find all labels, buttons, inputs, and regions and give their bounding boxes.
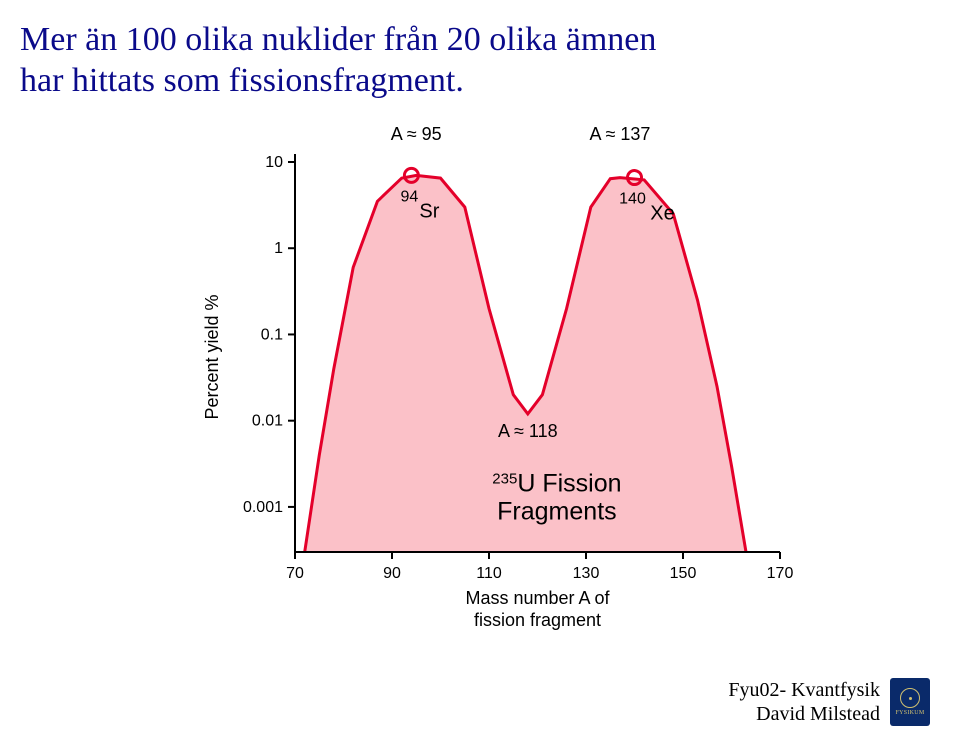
title-line1: Mer än 100 olika nuklider från 20 olika … [20,21,656,58]
svg-text:Percent yield %: Percent yield % [202,294,222,419]
footer-text: Fyu02- Kvantfysik David Milstead [728,678,880,726]
page-title: Mer än 100 olika nuklider från 20 olika … [20,20,940,102]
svg-text:150: 150 [670,565,697,582]
chart-svg: 0.0010.010.1110Percent yield %7090110130… [200,112,800,652]
svg-text:170: 170 [767,565,794,582]
svg-text:70: 70 [286,565,304,582]
page-footer: Fyu02- Kvantfysik David Milstead FYSIKUM [728,678,930,726]
svg-text:0.001: 0.001 [243,499,283,516]
svg-text:Mass number A of: Mass number A of [465,588,610,608]
svg-text:94: 94 [401,188,419,205]
svg-text:110: 110 [476,565,502,582]
svg-text:10: 10 [265,154,283,171]
footer-line1: Fyu02- Kvantfysik [728,679,880,701]
svg-text:0.1: 0.1 [261,326,283,343]
svg-text:A ≈ 95: A ≈ 95 [391,124,442,144]
svg-text:90: 90 [383,565,401,582]
badge-text: FYSIKUM [895,710,924,716]
svg-text:130: 130 [573,565,600,582]
svg-text:Xe: Xe [650,202,674,224]
svg-text:0.01: 0.01 [252,412,283,429]
svg-text:A ≈ 118: A ≈ 118 [498,420,558,440]
svg-text:1: 1 [274,240,283,257]
footer-line2: David Milstead [756,703,880,725]
svg-text:fission fragment: fission fragment [474,610,601,630]
fission-yield-chart: 0.0010.010.1110Percent yield %7090110130… [200,112,800,652]
fysikum-badge-icon: FYSIKUM [890,678,930,726]
svg-text:Fragments: Fragments [497,497,616,525]
title-line2: har hittats som fissionsfragment. [20,62,464,99]
svg-text:A ≈ 137: A ≈ 137 [589,124,650,144]
svg-text:Sr: Sr [419,200,439,222]
svg-text:140: 140 [619,190,646,207]
